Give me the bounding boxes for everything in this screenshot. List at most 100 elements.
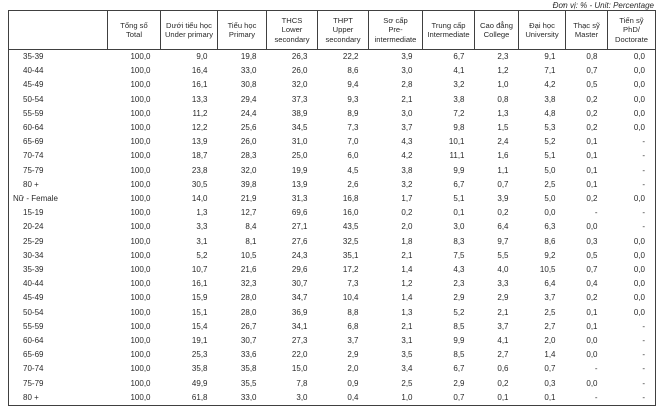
table-cell: 5,0 [544,165,556,175]
table-cell: 3,0 [453,222,465,232]
row-label-header-empty [8,10,108,50]
table-cell: - [642,392,645,402]
table-cell: 10,5 [240,250,257,260]
table-row: 75-79 100,0 49,9 35,5 7,8 0,9 2,5 2,9 0,2 0,3 0,0 - [9,377,656,391]
row-label: 40-44 [23,279,44,289]
table-cell: 0,1 [497,392,509,402]
table-cell: 15,0 [291,364,308,374]
table-cell: 28,0 [240,293,257,303]
table-cell: 18,7 [191,151,208,161]
table-cell: 3,8 [544,94,556,104]
table-cell: 26,0 [240,137,257,147]
table-cell: 35,8 [191,364,208,374]
table-cell: 16,0 [342,208,359,218]
table-cell: 8,1 [245,236,257,246]
table-cell: 35,1 [342,250,359,260]
table-cell: 4,0 [497,265,509,275]
table-cell: 100,0 [130,137,151,147]
table-cell: 1,3 [196,208,208,218]
column-header-master: Thạc sỹ Master [565,10,608,50]
table-cell: 21,9 [240,194,257,204]
table-cell: 1,4 [401,293,413,303]
column-header-doctorate: Tiến sỹ PhD/ Doctorate [607,10,656,50]
table-cell: 0,4 [586,279,598,289]
table-cell: 0,0 [633,265,645,275]
table-header-row: Tổng số Total Dưới tiểu học Under primary Ti… [8,10,656,50]
table-cell: 6,3 [544,222,556,232]
table-cell: 5,2 [544,137,556,147]
table-cell: - [642,151,645,161]
table-cell: 2,0 [401,222,413,232]
table-cell: 69,6 [291,208,308,218]
table-cell: 0,0 [633,307,645,317]
column-header-label-en: Pre-intermediate [374,25,417,44]
table-cell: 2,6 [347,179,359,189]
table-cell: 2,8 [401,80,413,90]
table-cell: 3,7 [401,123,413,133]
table-cell: 15,9 [191,293,208,303]
table-cell: 35,5 [240,378,257,388]
table-cell: 19,1 [191,336,208,346]
table-cell: 6,4 [497,222,509,232]
table-cell: 26,7 [240,321,257,331]
table-cell: 9,3 [347,94,359,104]
table-cell: 6,7 [453,364,465,374]
table-cell: 5,1 [453,194,465,204]
table-cell: 0,1 [586,165,598,175]
table-cell: 9,9 [453,165,465,175]
table-cell: 0,2 [586,108,598,118]
table-cell: 29,4 [240,94,257,104]
row-label: 75-79 [23,378,44,388]
table-cell: 35,8 [240,364,257,374]
table-cell: 43,5 [342,222,359,232]
table-cell: 17,2 [342,265,359,275]
table-cell: 0,1 [586,137,598,147]
row-label: 30-34 [23,250,44,260]
row-label: 35-39 [23,52,44,61]
table-cell: 27,1 [291,222,308,232]
table-cell: 3,0 [401,66,413,76]
table-cell: - [594,364,598,374]
row-label: Nữ - Female [13,194,58,204]
table-cell: 100,0 [130,179,151,189]
table-cell: 0,7 [586,265,598,275]
table-cell: 24,4 [240,108,257,118]
table-cell: 7,1 [544,66,556,76]
table-cell: 9,8 [453,123,465,133]
row-label: 20-24 [23,222,44,232]
table-cell: 3,8 [453,94,465,104]
table-cell: 7,5 [453,250,465,260]
table-cell: 3,9 [401,52,413,61]
table-row: 45-49 100,0 16,1 30,8 32,0 9,4 2,8 3,2 1,0 4,2 0,5… [9,78,656,92]
table-cell: 32,0 [240,165,257,175]
table-cell: 7,2 [453,108,465,118]
table-cell: 61,8 [191,392,208,402]
table-cell: 9,0 [196,52,208,61]
table-cell: 2,3 [497,52,509,61]
column-header-label-en: University [525,30,559,39]
table-cell: 4,1 [453,66,465,76]
table-cell: 11,2 [192,108,208,118]
table-cell: 0,0 [586,378,598,388]
table-cell: 100,0 [130,236,151,246]
table-cell: 0,2 [497,378,509,388]
table-cell: 10,7 [191,265,208,275]
table-cell: 100,0 [130,208,151,218]
table-cell: 100,0 [130,194,151,204]
column-header-under-primary: Dưới tiểu học Under primary [160,10,218,50]
table-cell: 49,9 [191,378,208,388]
table-cell: 7,0 [347,137,359,147]
table-cell: 6,0 [347,151,359,161]
row-label: 35-39 [23,265,44,275]
table-cell: 10,1 [448,137,465,147]
table-cell: 8,5 [453,350,465,360]
table-cell: 100,0 [130,66,151,76]
table-cell: 34,1 [291,321,308,331]
table-cell: 2,5 [544,179,556,189]
table-cell: 8,6 [544,236,556,246]
table-cell: 100,0 [130,392,151,402]
table-row: 65-69 100,0 13,9 26,0 31,0 7,0 4,3 10,1 2,4 5,2 0,… [9,135,656,149]
table-row: 70-74 100,0 18,7 28,3 25,0 6,0 4,2 11,1 1,6 5,1 0,… [9,149,656,163]
table-row: 60-64 100,0 19,1 30,7 27,3 3,7 3,1 9,9 4,1 2,0 0,0… [9,334,656,348]
column-header-label-vi: THPT [333,15,353,25]
